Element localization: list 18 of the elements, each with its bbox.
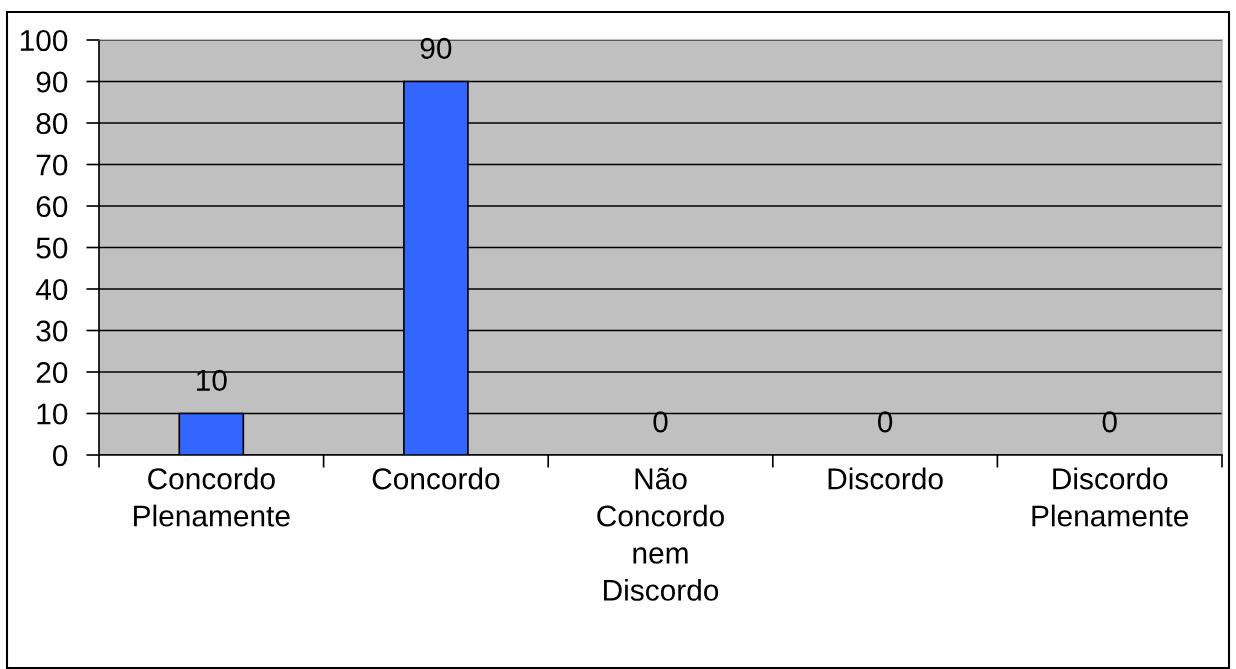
data-label: 10 bbox=[196, 369, 227, 391]
y-tick-label: 30 bbox=[36, 320, 68, 342]
y-tick-label: 60 bbox=[36, 195, 68, 218]
x-tick-label: Não Concordo nem Discordo bbox=[597, 467, 724, 601]
y-tick-label: 10 bbox=[37, 403, 68, 425]
y-tick-label: 90 bbox=[36, 71, 68, 93]
x-tick-label: Discordo bbox=[828, 467, 943, 490]
x-tick-label: Concordo Plenamente bbox=[134, 467, 290, 527]
x-tick-label: Discordo Plenamente bbox=[1032, 467, 1189, 527]
y-tick-label: 20 bbox=[36, 361, 68, 384]
y-tick-label: 50 bbox=[36, 237, 68, 259]
y-tick-label: 40 bbox=[35, 278, 68, 301]
y-tick-label: 100 bbox=[20, 29, 68, 52]
y-tick-label: 0 bbox=[53, 444, 68, 467]
data-label: 90 bbox=[420, 37, 452, 59]
y-tick-label: 70 bbox=[36, 154, 68, 176]
x-tick-label: Concordo bbox=[372, 467, 500, 490]
y-tick-label: 80 bbox=[36, 112, 68, 135]
